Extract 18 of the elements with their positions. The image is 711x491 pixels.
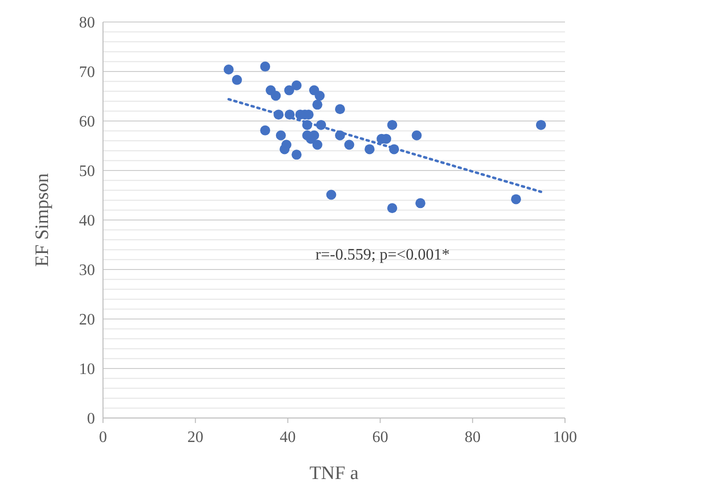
x-axis-title: TNF a [309, 463, 360, 484]
x-tick-label: 60 [372, 429, 388, 446]
y-tick-label: 70 [79, 64, 95, 82]
x-tick-label: 100 [553, 429, 577, 446]
x-tick-label: 40 [280, 429, 296, 446]
y-tick-label: 40 [79, 212, 95, 230]
y-tick-label: 80 [79, 14, 95, 32]
y-tick-label: 10 [79, 361, 95, 378]
x-tick-label: 20 [187, 429, 204, 446]
y-tick-label: 50 [79, 163, 95, 180]
y-tick-label: 0 [87, 410, 95, 428]
x-tick-label: 0 [99, 429, 107, 446]
y-axis-title: EF Simpson [32, 172, 53, 267]
y-tick-label: 30 [79, 262, 95, 280]
y-tick-label: 60 [79, 114, 95, 131]
annotation: r=-0.559; p=<0.001* [316, 246, 450, 264]
x-tick-label: 80 [464, 429, 481, 446]
y-tick-label: 20 [79, 312, 95, 329]
